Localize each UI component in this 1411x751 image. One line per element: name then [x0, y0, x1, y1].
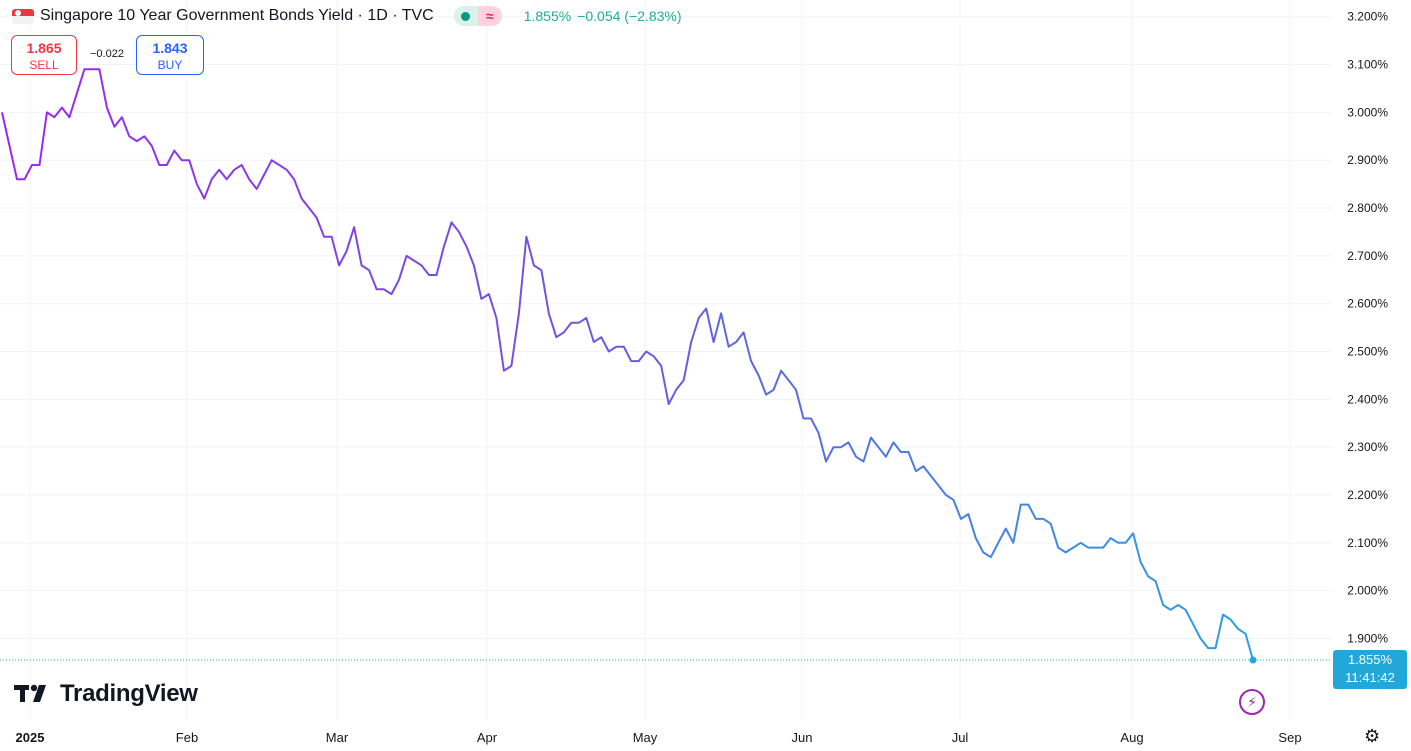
spread-value: −0.022 [90, 48, 124, 60]
market-status-pill[interactable]: ≈ [453, 6, 502, 26]
y-tick-label: 2.800% [1347, 201, 1388, 215]
header-last-value: 1.855% −0.054 (−2.83%) [524, 8, 682, 24]
y-tick-label: 1.900% [1347, 632, 1388, 646]
y-tick-label: 3.100% [1347, 58, 1388, 72]
delayed-data-icon: ≈ [477, 6, 502, 26]
x-tick-label: May [633, 730, 658, 745]
tradingview-logo[interactable]: TradingView [14, 680, 198, 708]
x-tick-label: Feb [176, 730, 198, 745]
sell-label: SELL [29, 58, 59, 72]
y-tick-label: 2.500% [1347, 345, 1388, 359]
y-tick-label: 2.300% [1347, 440, 1388, 454]
last-price-value: 1.855% [1347, 652, 1393, 667]
buy-label: BUY [157, 58, 183, 72]
y-tick-label: 2.200% [1347, 488, 1388, 502]
x-tick-label: Jul [952, 730, 969, 745]
x-tick-label: Jun [792, 730, 813, 745]
y-tick-label: 2.400% [1347, 392, 1388, 406]
buy-button[interactable]: 1.843 BUY [136, 35, 204, 75]
x-tick-label: Apr [477, 730, 498, 745]
market-open-icon [453, 6, 478, 26]
buy-price: 1.843 [152, 40, 188, 56]
y-tick-label: 2.100% [1347, 536, 1388, 550]
y-tick-label: 3.200% [1347, 10, 1388, 24]
x-tick-label: Aug [1120, 730, 1143, 745]
change-text: −0.054 (−2.83%) [577, 8, 682, 24]
y-tick-label: 2.900% [1347, 153, 1388, 167]
yield-series-line [1, 68, 1254, 661]
y-tick-label: 2.000% [1347, 584, 1388, 598]
gear-icon[interactable]: ⚙ [1364, 726, 1381, 746]
x-tick-label: 2025 [16, 730, 45, 745]
x-axis: 2025 Feb Mar Apr May Jun Jul Aug Sep [16, 730, 1302, 745]
y-tick-label: 2.700% [1347, 249, 1388, 263]
y-tick-label: 3.000% [1347, 105, 1388, 119]
last-value-text: 1.855% [523, 8, 572, 24]
sell-button[interactable]: 1.865 SELL [11, 35, 77, 75]
y-tick-label: 2.600% [1347, 297, 1388, 311]
lightning-icon[interactable]: ⚡ [1239, 689, 1265, 715]
countdown-time: 11:41:42 [1345, 670, 1395, 685]
tradingview-logo-icon [14, 684, 46, 702]
last-price-label: 1.855% 11:41:42 [1333, 650, 1407, 689]
chart-header: Singapore 10 Year Government Bonds Yield… [12, 5, 682, 27]
y-axis: 1.900% 2.000% 2.100% 2.200% 2.300% 2.400% 2.50… [1347, 10, 1388, 646]
last-point-marker [1249, 656, 1257, 664]
sell-price: 1.865 [26, 40, 62, 56]
x-tick-label: Mar [326, 730, 349, 745]
grid-lines [0, 0, 1332, 720]
chart-title: Singapore 10 Year Government Bonds Yield… [40, 7, 434, 24]
tradingview-wordmark: TradingView [60, 680, 198, 707]
x-tick-label: Sep [1278, 730, 1301, 745]
singapore-flag-icon [12, 8, 34, 24]
